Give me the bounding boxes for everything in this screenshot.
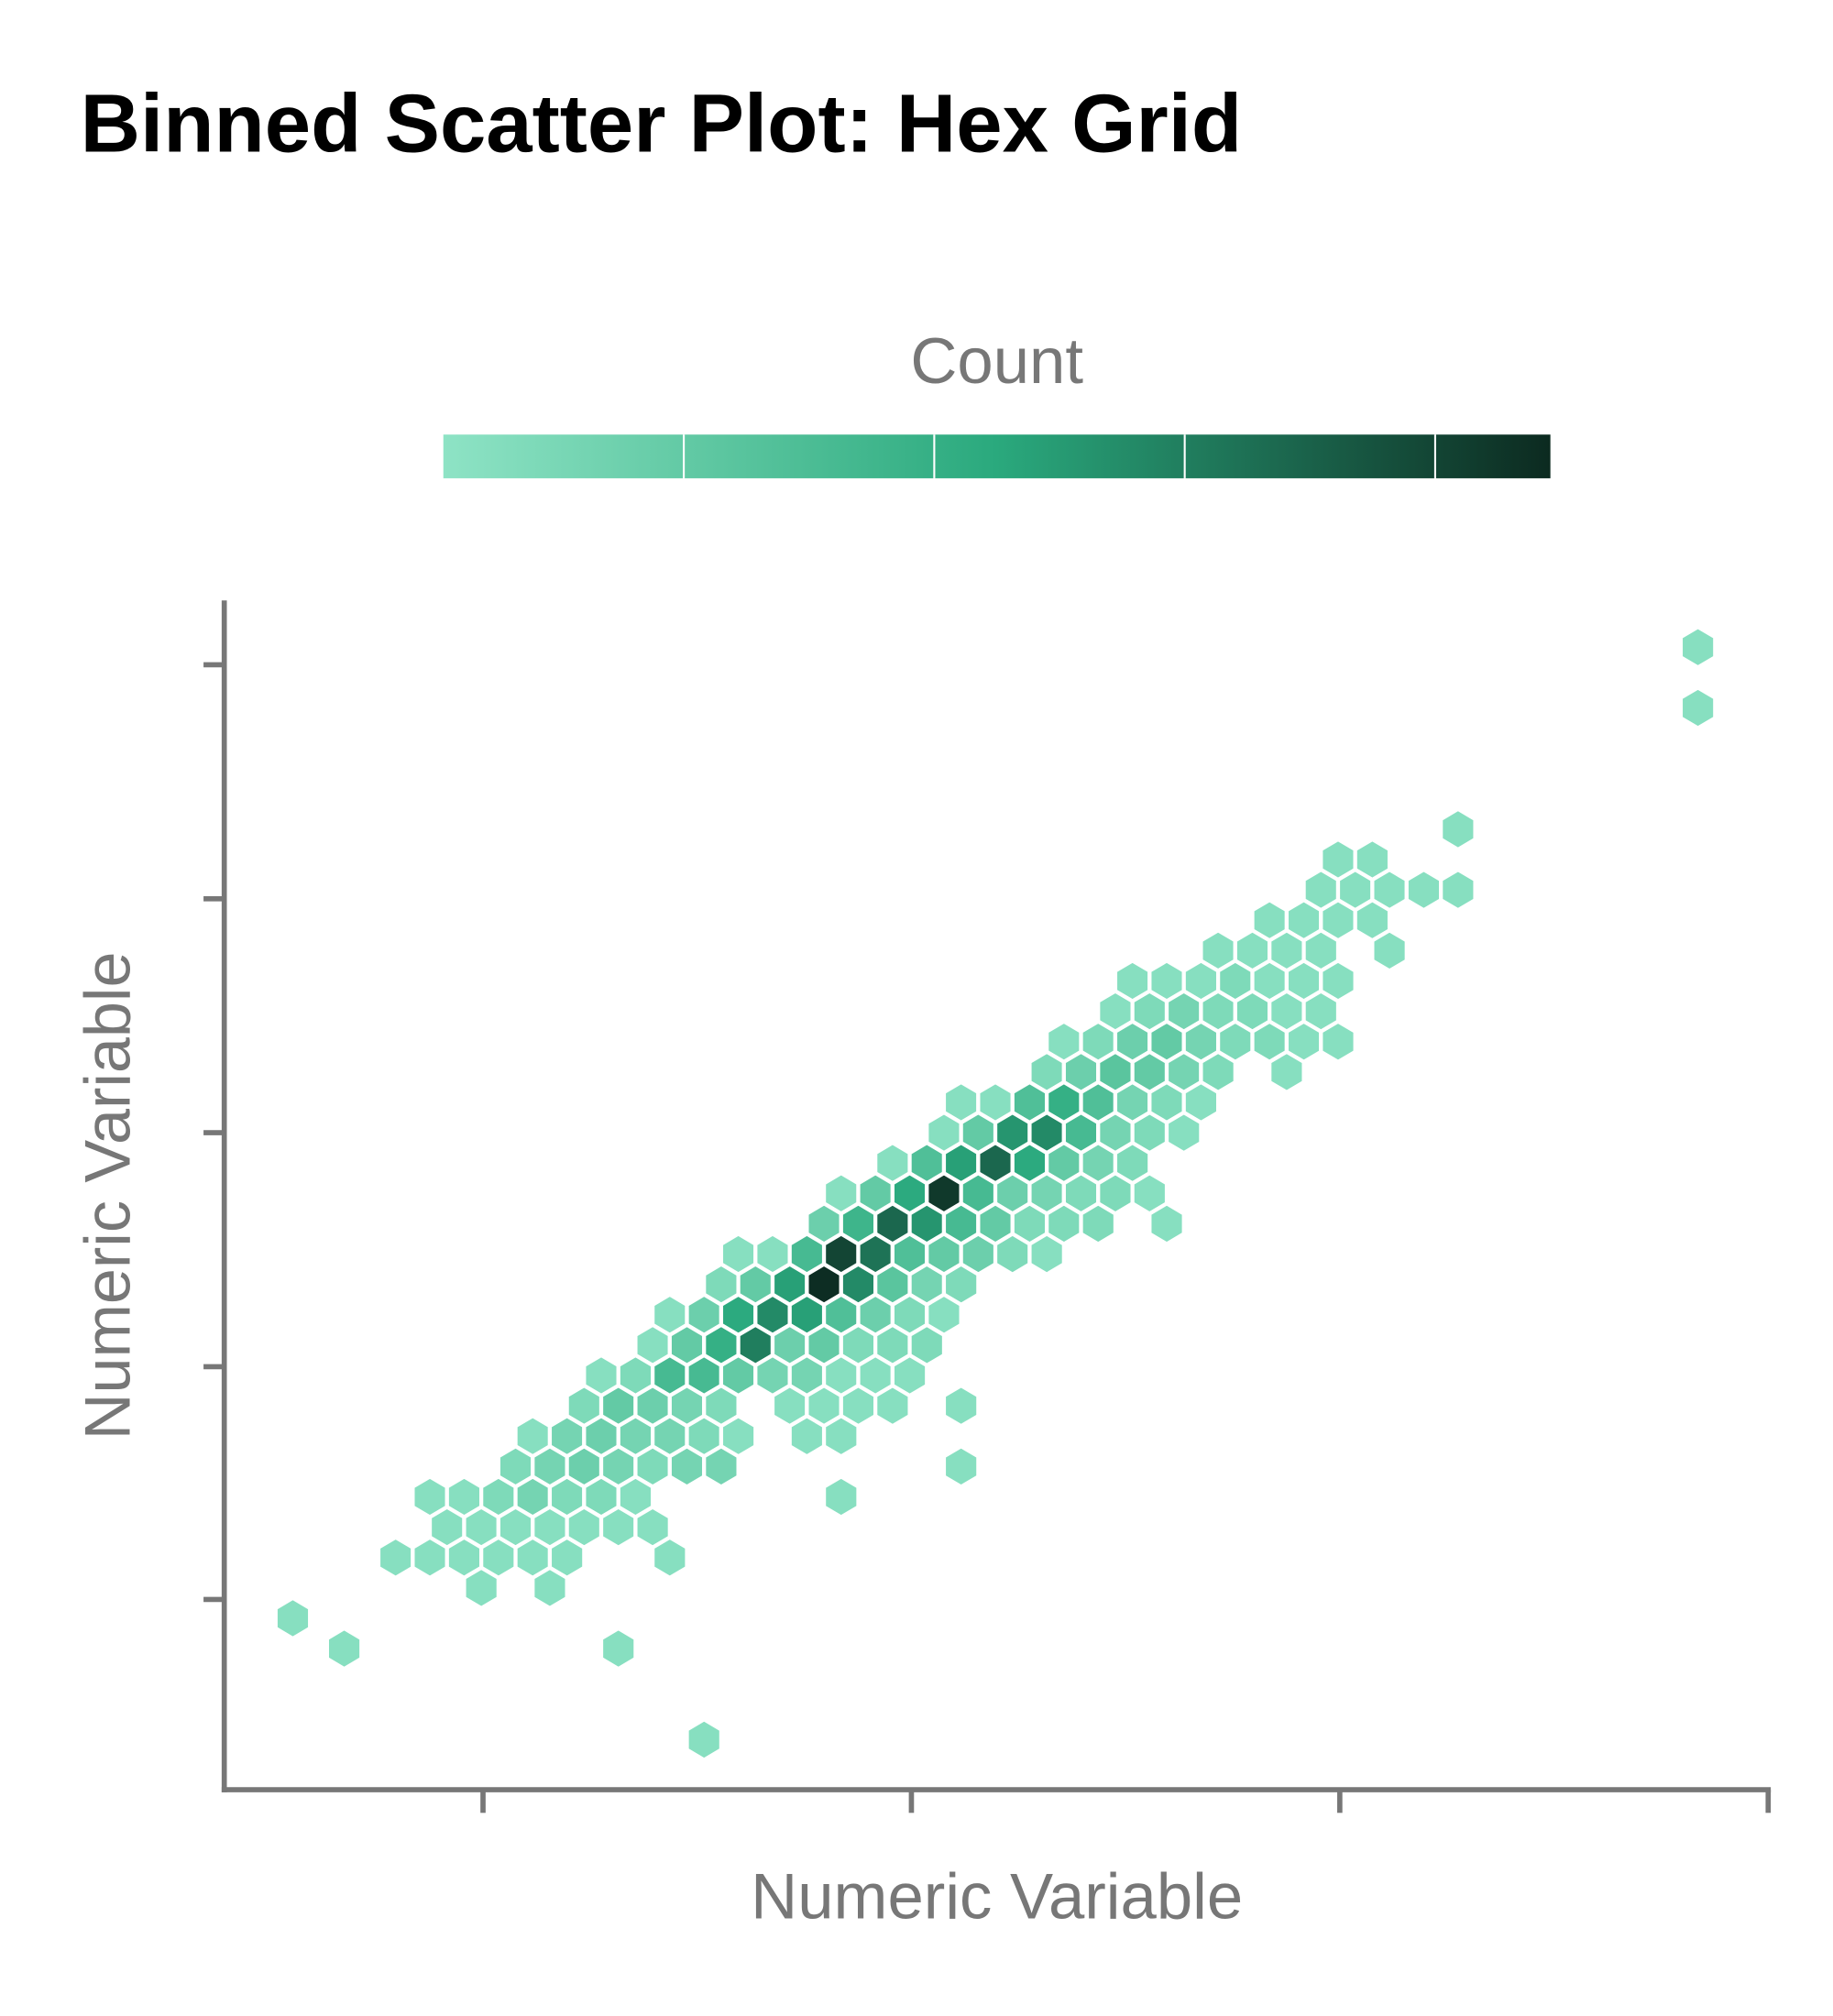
hex-bin — [1079, 1200, 1118, 1246]
hex-bin — [462, 1565, 500, 1611]
hex-bin — [787, 1413, 827, 1459]
hex-bin — [1678, 624, 1718, 670]
hex-bin — [821, 1413, 861, 1459]
hex-bin — [993, 1232, 1032, 1277]
hex-bin — [821, 1474, 861, 1520]
x-axis-label: Numeric Variable — [751, 1860, 1243, 1933]
hex-bin — [1678, 685, 1718, 730]
hex-bin — [273, 1595, 313, 1641]
y-axis-label: Numeric Variable — [71, 951, 143, 1440]
hex-bin — [376, 1535, 415, 1581]
hex-bin — [941, 1443, 981, 1489]
hex-bin — [1404, 867, 1443, 913]
hex-bin — [1164, 1110, 1203, 1156]
hex-bin — [1319, 1019, 1357, 1065]
hex-bin — [873, 1383, 912, 1429]
hex-bin — [651, 1535, 689, 1581]
hex-bin — [1268, 1049, 1306, 1095]
hex-bin — [531, 1565, 569, 1611]
hex-bin — [702, 1443, 741, 1489]
hex-bin — [1370, 927, 1409, 973]
hex-bin — [411, 1535, 449, 1581]
legend-title: Count — [910, 324, 1083, 397]
hex-bin — [598, 1626, 638, 1671]
hex-bin — [1439, 867, 1477, 913]
hex-bin — [667, 1443, 707, 1489]
hex-bin — [1439, 806, 1477, 852]
hex-bin — [324, 1626, 364, 1671]
hex-bin — [941, 1383, 981, 1429]
hex-bin — [685, 1716, 724, 1762]
colorbar — [443, 434, 1551, 478]
hex-bin — [1027, 1232, 1066, 1277]
hex-bin — [1147, 1200, 1186, 1246]
hex-bin — [598, 1505, 638, 1550]
chart-title: Binned Scatter Plot: Hex Grid — [81, 78, 1243, 170]
